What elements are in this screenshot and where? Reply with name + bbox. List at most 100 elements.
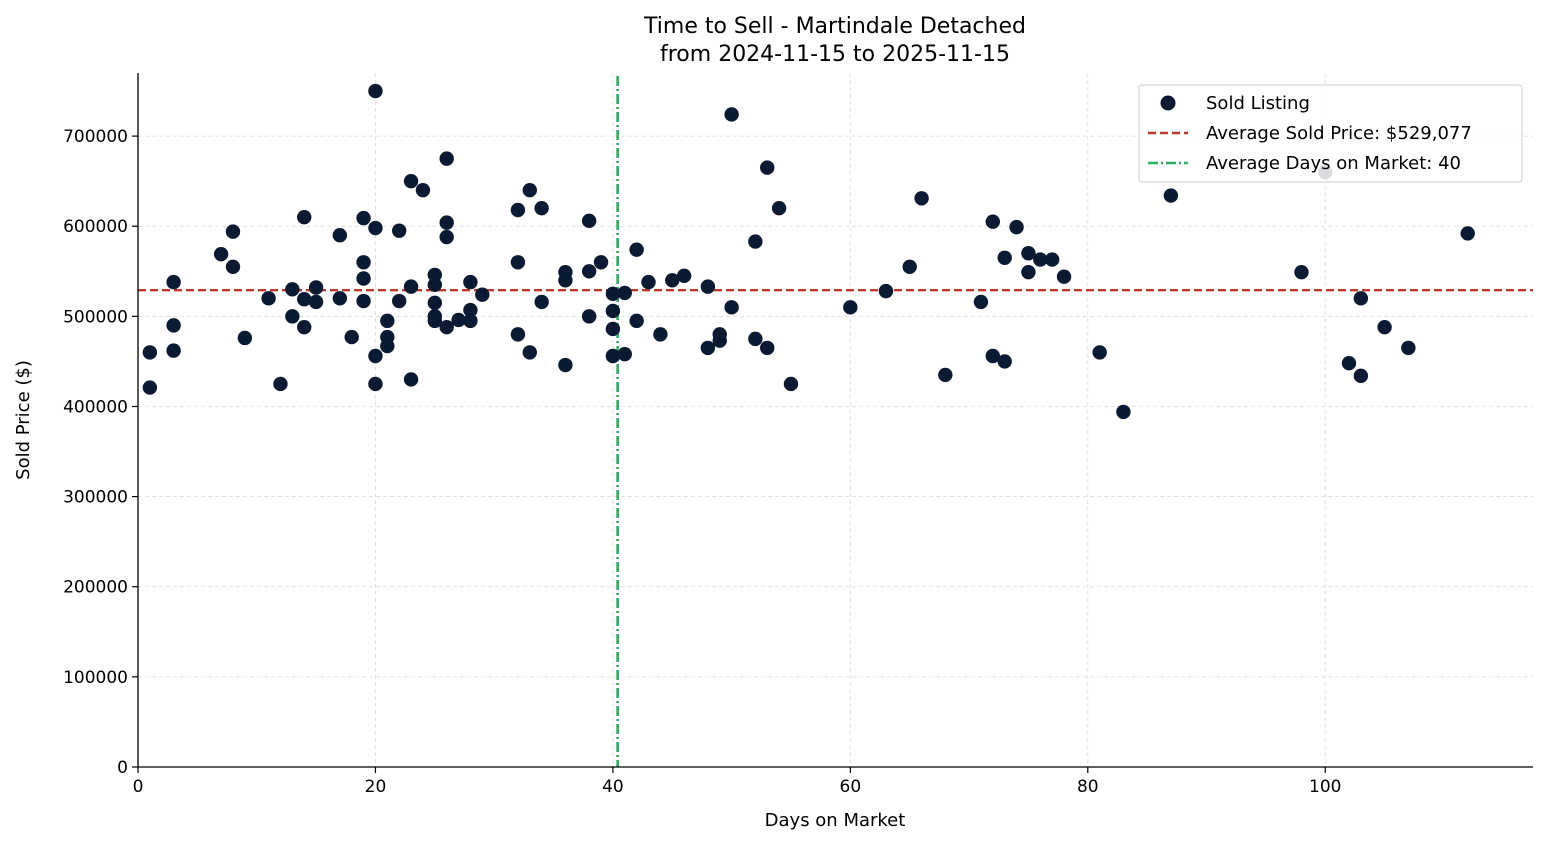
legend-label-avg-price: Average Sold Price: $529,077 bbox=[1206, 123, 1472, 144]
y-tick-label: 200000 bbox=[63, 578, 128, 598]
y-tick-label: 400000 bbox=[63, 397, 128, 417]
data-point bbox=[748, 234, 763, 249]
data-point bbox=[581, 309, 597, 324]
data-point bbox=[534, 200, 549, 216]
axes: 0 20 40 60 80 100 0 100000 200000 300000 400000 500… bbox=[63, 73, 1533, 797]
data-point bbox=[558, 273, 573, 288]
data-point bbox=[760, 340, 775, 356]
x-tick-label: 20 bbox=[365, 777, 387, 797]
data-point bbox=[973, 294, 989, 310]
data-point bbox=[225, 259, 241, 274]
data-point bbox=[403, 173, 419, 189]
x-axis-label: Days on Market bbox=[765, 810, 906, 831]
data-point bbox=[1009, 219, 1024, 235]
data-point bbox=[724, 107, 739, 122]
data-point bbox=[463, 274, 478, 290]
reference-lines bbox=[138, 76, 1533, 767]
y-tick-label: 100000 bbox=[63, 668, 128, 688]
x-tick-label: 100 bbox=[1309, 777, 1341, 797]
data-point bbox=[581, 213, 597, 229]
data-point bbox=[1460, 226, 1475, 241]
data-point bbox=[285, 282, 300, 297]
data-point bbox=[427, 277, 443, 293]
data-point bbox=[724, 300, 739, 315]
x-tick-label: 80 bbox=[1077, 777, 1099, 797]
data-point bbox=[297, 210, 312, 225]
y-axis-label: Sold Price ($) bbox=[13, 360, 34, 480]
data-point bbox=[653, 327, 668, 342]
data-point bbox=[605, 348, 621, 364]
data-point bbox=[1294, 264, 1309, 280]
data-point bbox=[522, 345, 537, 360]
data-point bbox=[1021, 264, 1036, 280]
data-point bbox=[593, 255, 609, 270]
legend-label-sold-listing: Sold Listing bbox=[1206, 93, 1310, 114]
data-point bbox=[1056, 269, 1072, 284]
data-point bbox=[748, 331, 763, 347]
data-point bbox=[439, 319, 454, 335]
data-point bbox=[356, 255, 371, 270]
data-point bbox=[914, 191, 929, 206]
data-point bbox=[843, 300, 858, 315]
data-point bbox=[356, 293, 371, 309]
data-point bbox=[985, 348, 1001, 364]
data-point bbox=[391, 223, 407, 238]
data-point bbox=[510, 202, 526, 218]
data-point bbox=[403, 372, 419, 387]
x-tick-label: 60 bbox=[840, 777, 862, 797]
x-tick-label: 40 bbox=[602, 777, 624, 797]
data-point bbox=[166, 318, 181, 333]
y-tick-label: 700000 bbox=[63, 127, 128, 147]
data-point bbox=[297, 319, 312, 335]
y-tick-label: 0 bbox=[117, 758, 128, 778]
data-point bbox=[1353, 291, 1369, 306]
legend-box bbox=[1138, 84, 1523, 183]
data-point bbox=[617, 285, 632, 301]
legend-label-avg-days: Average Days on Market: 40 bbox=[1206, 153, 1461, 174]
y-tick-label: 600000 bbox=[63, 217, 128, 237]
data-point bbox=[166, 343, 181, 358]
data-point bbox=[308, 294, 324, 310]
data-point bbox=[1044, 252, 1060, 267]
chart-title: Time to Sell - Martindale Detached bbox=[643, 14, 1026, 39]
data-point bbox=[142, 345, 158, 360]
data-point bbox=[368, 220, 383, 236]
data-point bbox=[391, 293, 407, 309]
data-point bbox=[1092, 345, 1107, 360]
data-point bbox=[1021, 246, 1036, 261]
data-point bbox=[427, 267, 443, 283]
data-point bbox=[534, 294, 549, 310]
data-point bbox=[213, 246, 229, 262]
data-point bbox=[380, 313, 395, 329]
data-point bbox=[273, 376, 288, 392]
data-point bbox=[700, 279, 716, 294]
data-point bbox=[605, 303, 621, 319]
data-point bbox=[985, 214, 1001, 229]
data-point bbox=[641, 274, 656, 290]
data-point bbox=[285, 309, 300, 324]
data-point bbox=[332, 291, 348, 306]
data-point bbox=[439, 229, 454, 245]
data-point bbox=[760, 160, 775, 175]
data-point bbox=[581, 264, 597, 279]
data-point bbox=[368, 348, 383, 364]
legend: Sold Listing Average Sold Price: $529,07… bbox=[1138, 84, 1523, 183]
data-point bbox=[439, 215, 454, 230]
data-point bbox=[712, 333, 727, 348]
data-point bbox=[308, 280, 324, 295]
data-point bbox=[475, 287, 490, 302]
y-tick-label: 500000 bbox=[63, 307, 128, 327]
data-point bbox=[225, 224, 241, 239]
data-point bbox=[463, 302, 478, 318]
data-point bbox=[439, 151, 454, 166]
data-point bbox=[997, 354, 1012, 369]
data-point bbox=[356, 210, 371, 226]
data-point bbox=[902, 259, 917, 274]
data-points bbox=[142, 83, 1475, 420]
data-point bbox=[605, 321, 621, 337]
data-point bbox=[629, 242, 644, 257]
data-point bbox=[297, 292, 312, 307]
data-point bbox=[510, 255, 526, 270]
data-point bbox=[878, 283, 894, 299]
data-point bbox=[142, 380, 158, 395]
